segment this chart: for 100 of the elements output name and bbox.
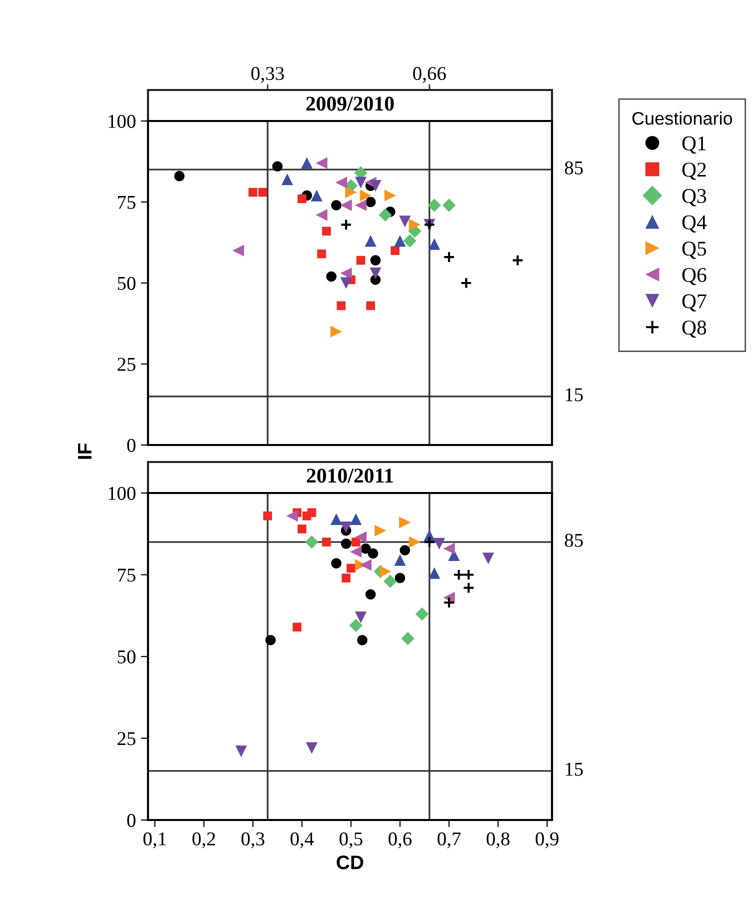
- point: [351, 538, 360, 546]
- point: [350, 546, 362, 558]
- point: [433, 538, 446, 550]
- point: [174, 170, 185, 182]
- point: [443, 542, 455, 554]
- point: [368, 548, 378, 559]
- x-tick-label: 0,9: [536, 832, 558, 848]
- y-tick-label: 25: [118, 358, 136, 371]
- legend-label: Q2: [682, 162, 706, 180]
- point: [357, 635, 368, 646]
- point: [428, 198, 441, 212]
- point: [401, 632, 414, 646]
- point: [331, 558, 342, 568]
- point: [428, 238, 440, 250]
- chart-title: 2009/2010: [306, 96, 394, 111]
- legend-label: Q1: [682, 136, 706, 154]
- point: [370, 267, 382, 280]
- point: [305, 535, 318, 549]
- point: [390, 246, 400, 255]
- point: [340, 277, 352, 289]
- point: [346, 564, 356, 573]
- point: [415, 607, 429, 621]
- y-tick-label: 0: [127, 438, 136, 452]
- point: [379, 566, 392, 578]
- point: [354, 199, 367, 212]
- legend-label: Q3: [682, 189, 706, 206]
- y-tick-label: 75: [118, 196, 136, 209]
- legend-label: Q8: [682, 320, 706, 338]
- point: [281, 174, 294, 186]
- point: [235, 746, 247, 758]
- point: [443, 596, 455, 608]
- point: [340, 522, 352, 534]
- point: [232, 244, 244, 256]
- y-tick-label: 100: [108, 486, 136, 500]
- chart-title: 2010/2011: [306, 468, 393, 483]
- point: [399, 516, 411, 528]
- point: [317, 249, 326, 258]
- point: [394, 235, 406, 247]
- legend-label: Q7: [682, 294, 706, 312]
- point: [460, 277, 472, 289]
- point: [370, 255, 381, 266]
- x-tick-label: 0,6: [388, 832, 412, 848]
- point: [336, 301, 346, 310]
- point: [394, 554, 406, 566]
- y-tick-label: 75: [118, 568, 136, 582]
- point: [360, 543, 371, 554]
- point: [326, 271, 337, 282]
- point: [442, 198, 456, 212]
- point: [340, 199, 352, 212]
- point: [340, 267, 352, 280]
- point: [258, 188, 268, 197]
- point: [384, 190, 396, 202]
- point: [394, 572, 406, 584]
- point: [330, 513, 342, 525]
- point: [307, 508, 316, 518]
- point: [374, 524, 386, 536]
- y-tick-label: 0: [127, 814, 136, 827]
- point: [316, 157, 328, 169]
- point: [360, 190, 372, 202]
- point: [349, 618, 362, 632]
- point: [423, 536, 436, 548]
- y-tick-label: 50: [118, 650, 136, 664]
- point: [316, 209, 328, 221]
- point: [403, 234, 416, 248]
- point: [248, 188, 258, 197]
- point: [408, 218, 421, 230]
- legend-label: Q6: [682, 268, 706, 286]
- point: [340, 218, 352, 231]
- point: [354, 611, 367, 624]
- point: [462, 568, 475, 581]
- x-tick-label: 0,3: [242, 832, 264, 848]
- ref-line-label: 85: [564, 534, 583, 547]
- y-tick-label: 50: [118, 276, 136, 290]
- point: [265, 635, 276, 646]
- point: [384, 574, 397, 588]
- point: [263, 512, 272, 520]
- y-axis-title: IF: [78, 444, 92, 459]
- point: [340, 538, 352, 549]
- point: [298, 194, 306, 204]
- point: [399, 216, 411, 228]
- point: [286, 510, 298, 522]
- point: [365, 196, 376, 208]
- x-tick-label: 0,1: [143, 832, 166, 848]
- point: [360, 559, 372, 571]
- point: [482, 552, 494, 564]
- point: [322, 538, 331, 546]
- point: [462, 582, 475, 594]
- point: [408, 536, 421, 548]
- x-tick-label: 0,2: [192, 832, 215, 848]
- point: [301, 157, 313, 169]
- point: [335, 176, 347, 188]
- y-tick-label: 25: [118, 732, 136, 746]
- point: [342, 574, 350, 582]
- point: [330, 326, 342, 338]
- point: [354, 176, 367, 188]
- point: [365, 589, 376, 600]
- legend-title: Cuestionario: [632, 112, 732, 125]
- point: [331, 200, 342, 210]
- y-tick-label: 100: [108, 114, 136, 128]
- point: [512, 254, 524, 266]
